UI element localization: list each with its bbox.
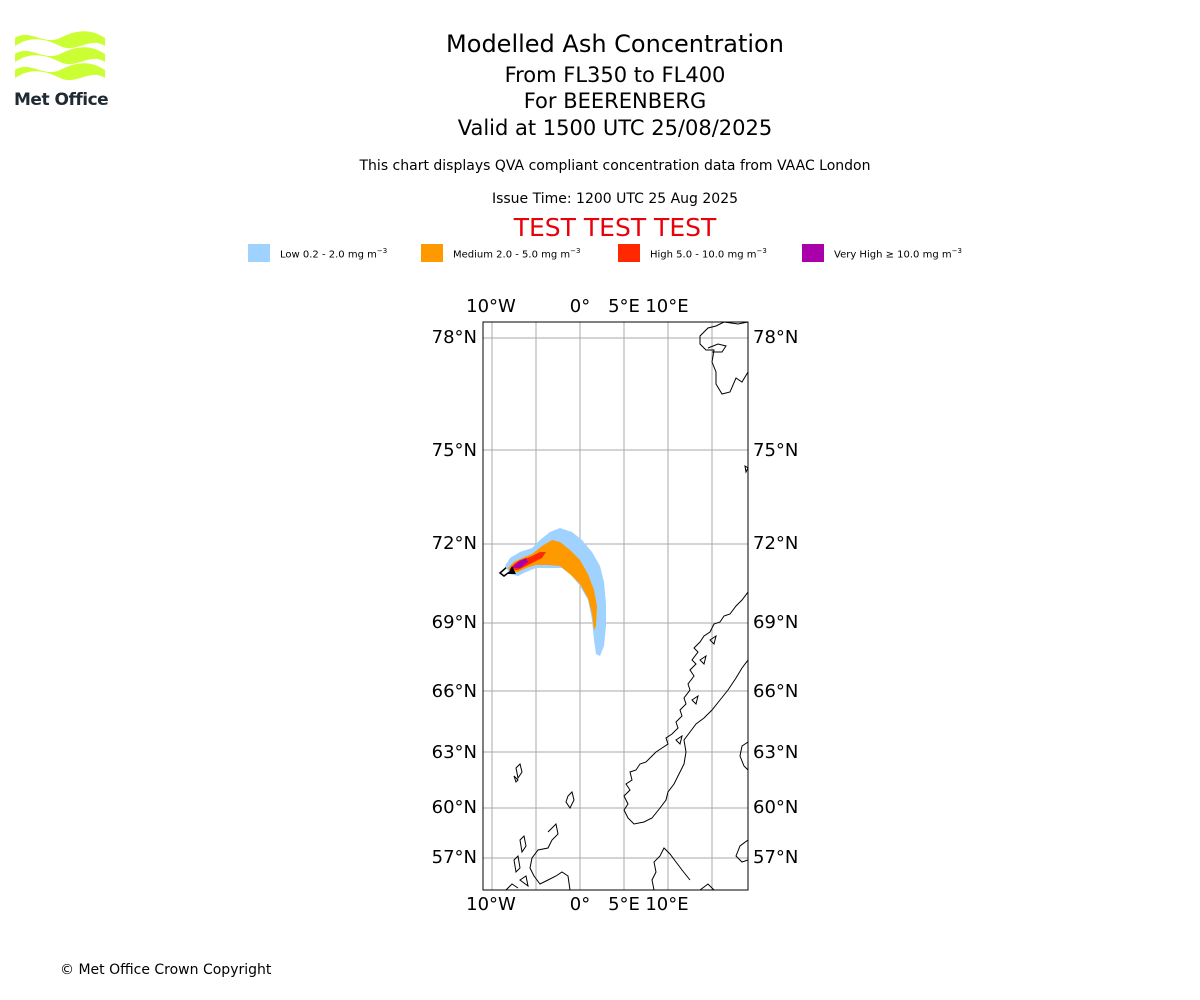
- map-frame: [482, 321, 749, 891]
- test-banner: TEST TEST TEST: [513, 213, 717, 242]
- qva-note: This chart displays QVA compliant concen…: [359, 158, 871, 174]
- lat-label-left-57n: 57°N: [432, 847, 477, 868]
- lon-label-bottom-0: 0°: [570, 894, 590, 915]
- met-office-waves-icon: [15, 31, 105, 81]
- legend-label-high: High 5.0 - 10.0 mg m: [650, 249, 757, 261]
- lat-label-right-69n: 69°N: [753, 612, 798, 633]
- lon-label-bottom-5e: 5°E: [608, 894, 640, 915]
- coastline-svalbard: [699, 322, 748, 395]
- coastline-scotland: [529, 822, 571, 890]
- ash-plume: [505, 528, 606, 656]
- legend-swatch-low: [248, 244, 270, 262]
- lat-label-left-78n: 78°N: [432, 327, 477, 348]
- lat-label-left-66n: 66°N: [432, 681, 477, 702]
- lat-label-left-60n: 60°N: [432, 797, 477, 818]
- lon-label-bottom-10e: 10°E: [645, 894, 688, 915]
- lat-label-right-60n: 60°N: [753, 797, 798, 818]
- legend-swatch-high: [618, 244, 640, 262]
- volcano-name: For BEERENBERG: [523, 89, 707, 113]
- volcano-marker-icon: [508, 566, 516, 574]
- lat-label-left-63n: 63°N: [432, 742, 477, 763]
- coastline-sweden-south: [651, 847, 691, 890]
- issue-time: Issue Time: 1200 UTC 25 Aug 2025: [491, 191, 739, 207]
- lat-label-left-72n: 72°N: [432, 533, 477, 554]
- lat-label-right-57n: 57°N: [753, 847, 798, 868]
- lat-label-right-78n: 78°N: [753, 327, 798, 348]
- legend-label-medium: Medium 2.0 - 5.0 mg m: [453, 249, 571, 261]
- coastline-norway: [623, 591, 748, 825]
- coastline-svalbard-inlet: [707, 343, 727, 353]
- chart-title: Modelled Ash Concentration: [446, 30, 784, 58]
- lat-label-right-63n: 63°N: [753, 742, 798, 763]
- lon-label-top-10e: 10°E: [645, 296, 688, 317]
- valid-time: Valid at 1500 UTC 25/08/2025: [457, 116, 773, 140]
- legend-label-low: Low 0.2 - 2.0 mg m: [280, 249, 377, 261]
- lat-label-left-75n: 75°N: [432, 440, 477, 461]
- legend-label-very-high: Very High ≥ 10.0 mg m: [834, 249, 952, 261]
- lon-label-top-5e: 5°E: [608, 296, 640, 317]
- ash-very-high-contour: [512, 558, 528, 568]
- lat-label-left-69n: 69°N: [432, 612, 477, 633]
- lon-label-top-0: 0°: [570, 296, 590, 317]
- lat-label-right-72n: 72°N: [753, 533, 798, 554]
- graticule: [483, 322, 748, 890]
- lon-label-top-10w: 10°W: [466, 296, 516, 317]
- legend-swatch-medium: [421, 244, 443, 262]
- legend-swatch-very-high: [802, 244, 824, 262]
- coastline-shetland: [565, 791, 575, 809]
- flight-level-range: From FL350 to FL400: [504, 63, 726, 87]
- met-office-logo: Met Office: [14, 30, 109, 112]
- logo-text: Met Office: [14, 90, 109, 110]
- lat-label-right-66n: 66°N: [753, 681, 798, 702]
- lon-label-bottom-10w: 10°W: [466, 894, 516, 915]
- lat-label-right-75n: 75°N: [753, 440, 798, 461]
- copyright: © Met Office Crown Copyright: [60, 962, 272, 978]
- coastline-faroe: [513, 763, 523, 783]
